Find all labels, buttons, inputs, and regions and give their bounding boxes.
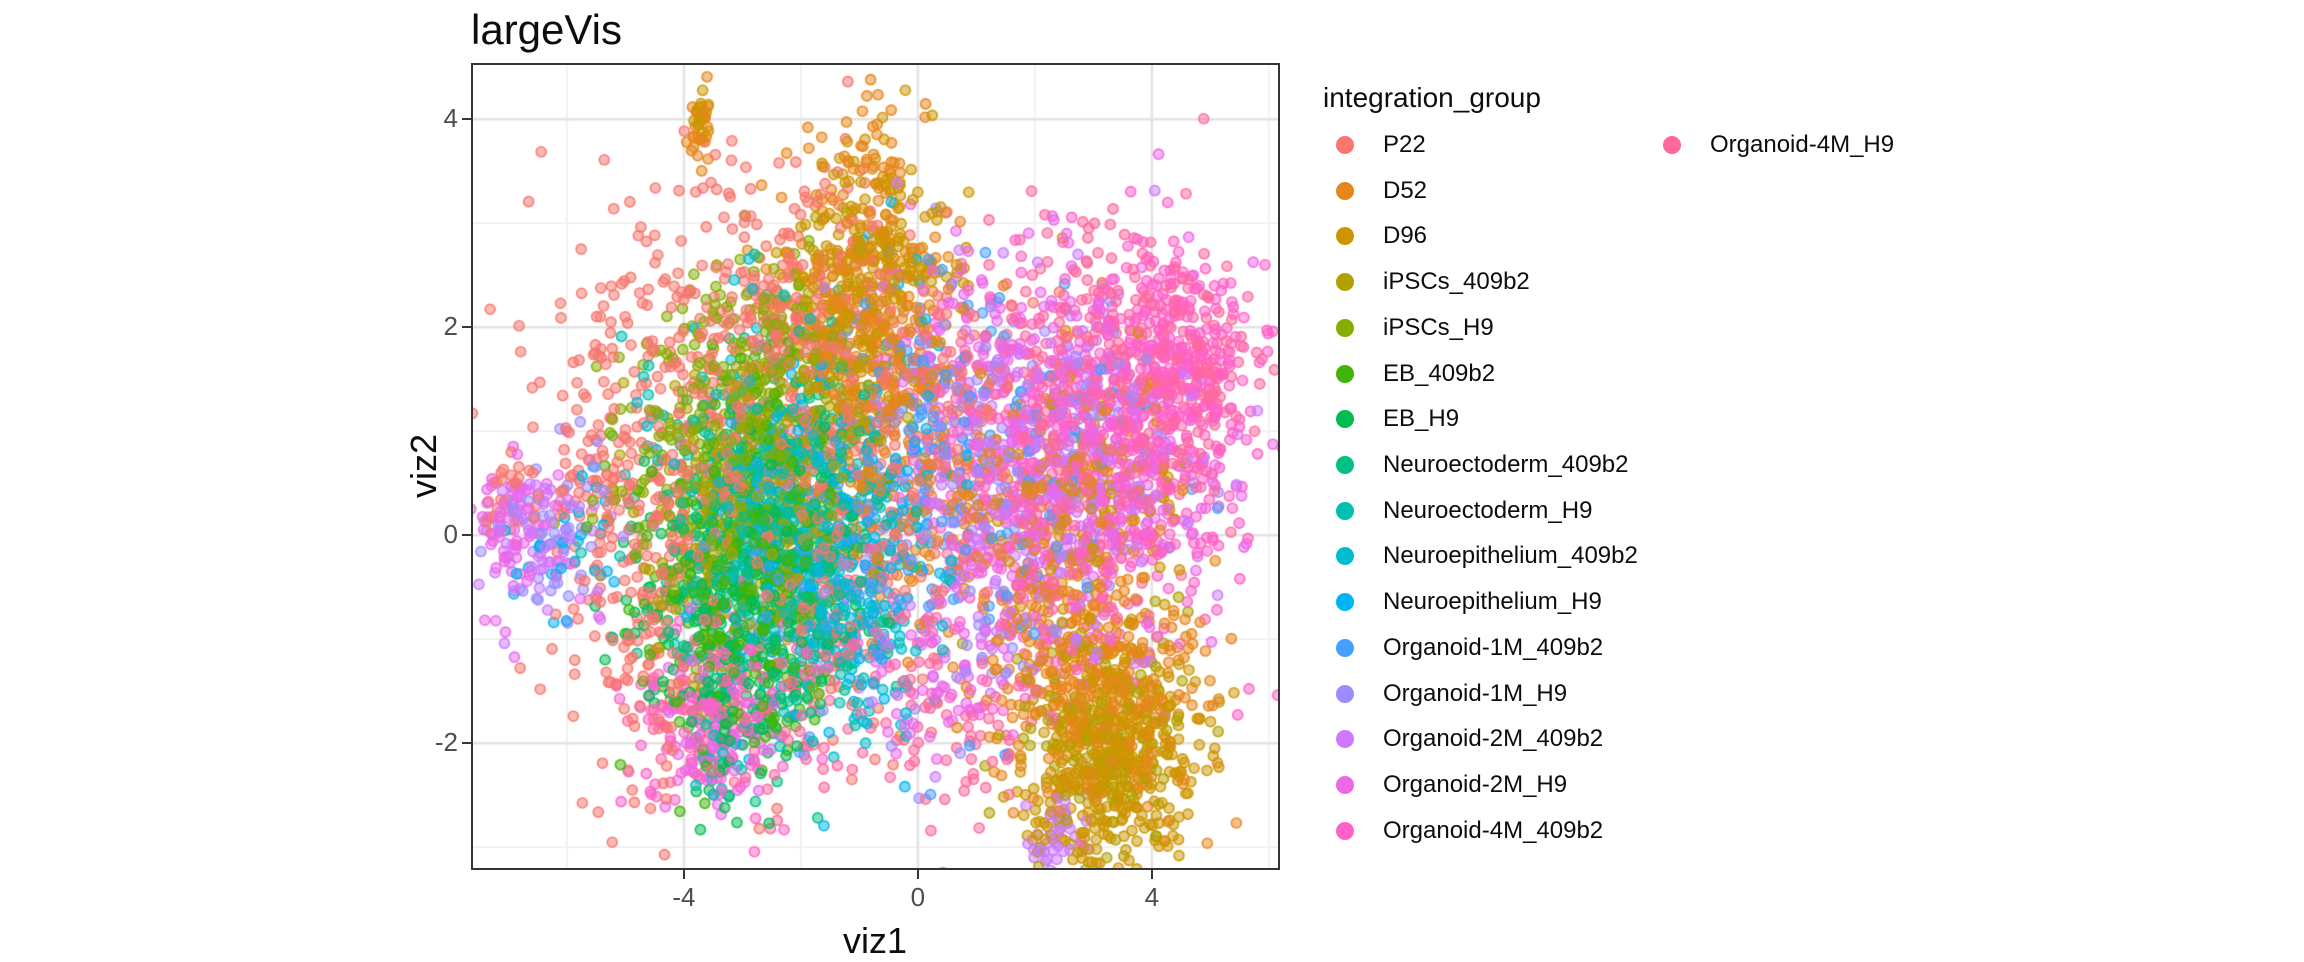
legend-item-label: Organoid-1M_409b2 xyxy=(1383,633,1604,661)
scatter-canvas xyxy=(471,63,1280,870)
legend-item-label: Organoid-4M_H9 xyxy=(1710,131,1895,158)
x-tick-label: -4 xyxy=(672,882,696,912)
legend-swatch-icon xyxy=(1336,547,1354,566)
x-tick-mark xyxy=(1150,870,1153,879)
legend-item-label: D52 xyxy=(1383,176,1428,204)
legend-swatch-icon xyxy=(1336,456,1354,475)
legend-item-label: P22 xyxy=(1383,131,1426,158)
y-tick-mark xyxy=(462,326,471,329)
x-tick-label: 0 xyxy=(910,882,926,912)
y-tick-label: 0 xyxy=(443,519,458,550)
legend-item-label: Neuroepithelium_409b2 xyxy=(1383,542,1638,570)
legend-swatch-icon xyxy=(1336,410,1354,429)
y-tick-label: 2 xyxy=(443,311,458,342)
legend-swatch-icon xyxy=(1336,273,1354,292)
legend-item-label: EB_H9 xyxy=(1383,405,1460,433)
legend-swatch-icon xyxy=(1663,136,1681,154)
legend-item-label: iPSCs_409b2 xyxy=(1383,268,1530,296)
legend-swatch-icon xyxy=(1336,136,1354,154)
legend-swatch-icon xyxy=(1336,776,1354,795)
y-tick-mark xyxy=(462,118,471,121)
legend-swatch-icon xyxy=(1336,364,1354,383)
legend-item-label: EB_409b2 xyxy=(1383,359,1496,387)
y-tick-mark xyxy=(462,742,471,745)
legend-item-label: Organoid-4M_409b2 xyxy=(1383,816,1604,844)
y-tick-label: -2 xyxy=(434,727,458,758)
legend-item-label: Neuroepithelium_H9 xyxy=(1383,588,1602,616)
legend-item-label: Organoid-2M_409b2 xyxy=(1383,725,1604,753)
legend-swatch-icon xyxy=(1336,593,1354,612)
x-axis-title: viz1 xyxy=(842,920,908,961)
legend-swatch-icon xyxy=(1336,318,1354,337)
legend-item-label: Neuroectoderm_H9 xyxy=(1383,496,1593,524)
y-axis-title: viz2 xyxy=(403,433,444,499)
legend-swatch-icon xyxy=(1336,821,1354,840)
legend-item-label: Organoid-2M_H9 xyxy=(1383,771,1568,799)
legend-item-label: Organoid-1M_H9 xyxy=(1383,679,1568,707)
legend-swatch-icon xyxy=(1336,501,1354,520)
legend-swatch-icon xyxy=(1336,638,1354,657)
legend-swatch-icon xyxy=(1336,227,1354,246)
legend-item-label: iPSCs_H9 xyxy=(1383,313,1494,341)
plot-panel xyxy=(471,63,1280,870)
plot-title: largeVis xyxy=(471,6,622,53)
legend-swatch-icon xyxy=(1336,181,1354,200)
legend-swatch-icon xyxy=(1336,684,1354,703)
legend-title: integration_group xyxy=(1323,82,1541,113)
x-tick-mark xyxy=(916,870,919,879)
legend-item-label: Neuroectoderm_409b2 xyxy=(1383,451,1629,479)
y-tick-mark xyxy=(462,534,471,537)
x-tick-mark xyxy=(682,870,685,879)
legend-swatch-icon xyxy=(1336,730,1354,749)
y-tick-label: 4 xyxy=(443,103,458,134)
x-tick-label: 4 xyxy=(1144,882,1160,912)
legend-item-label: D96 xyxy=(1383,222,1428,250)
